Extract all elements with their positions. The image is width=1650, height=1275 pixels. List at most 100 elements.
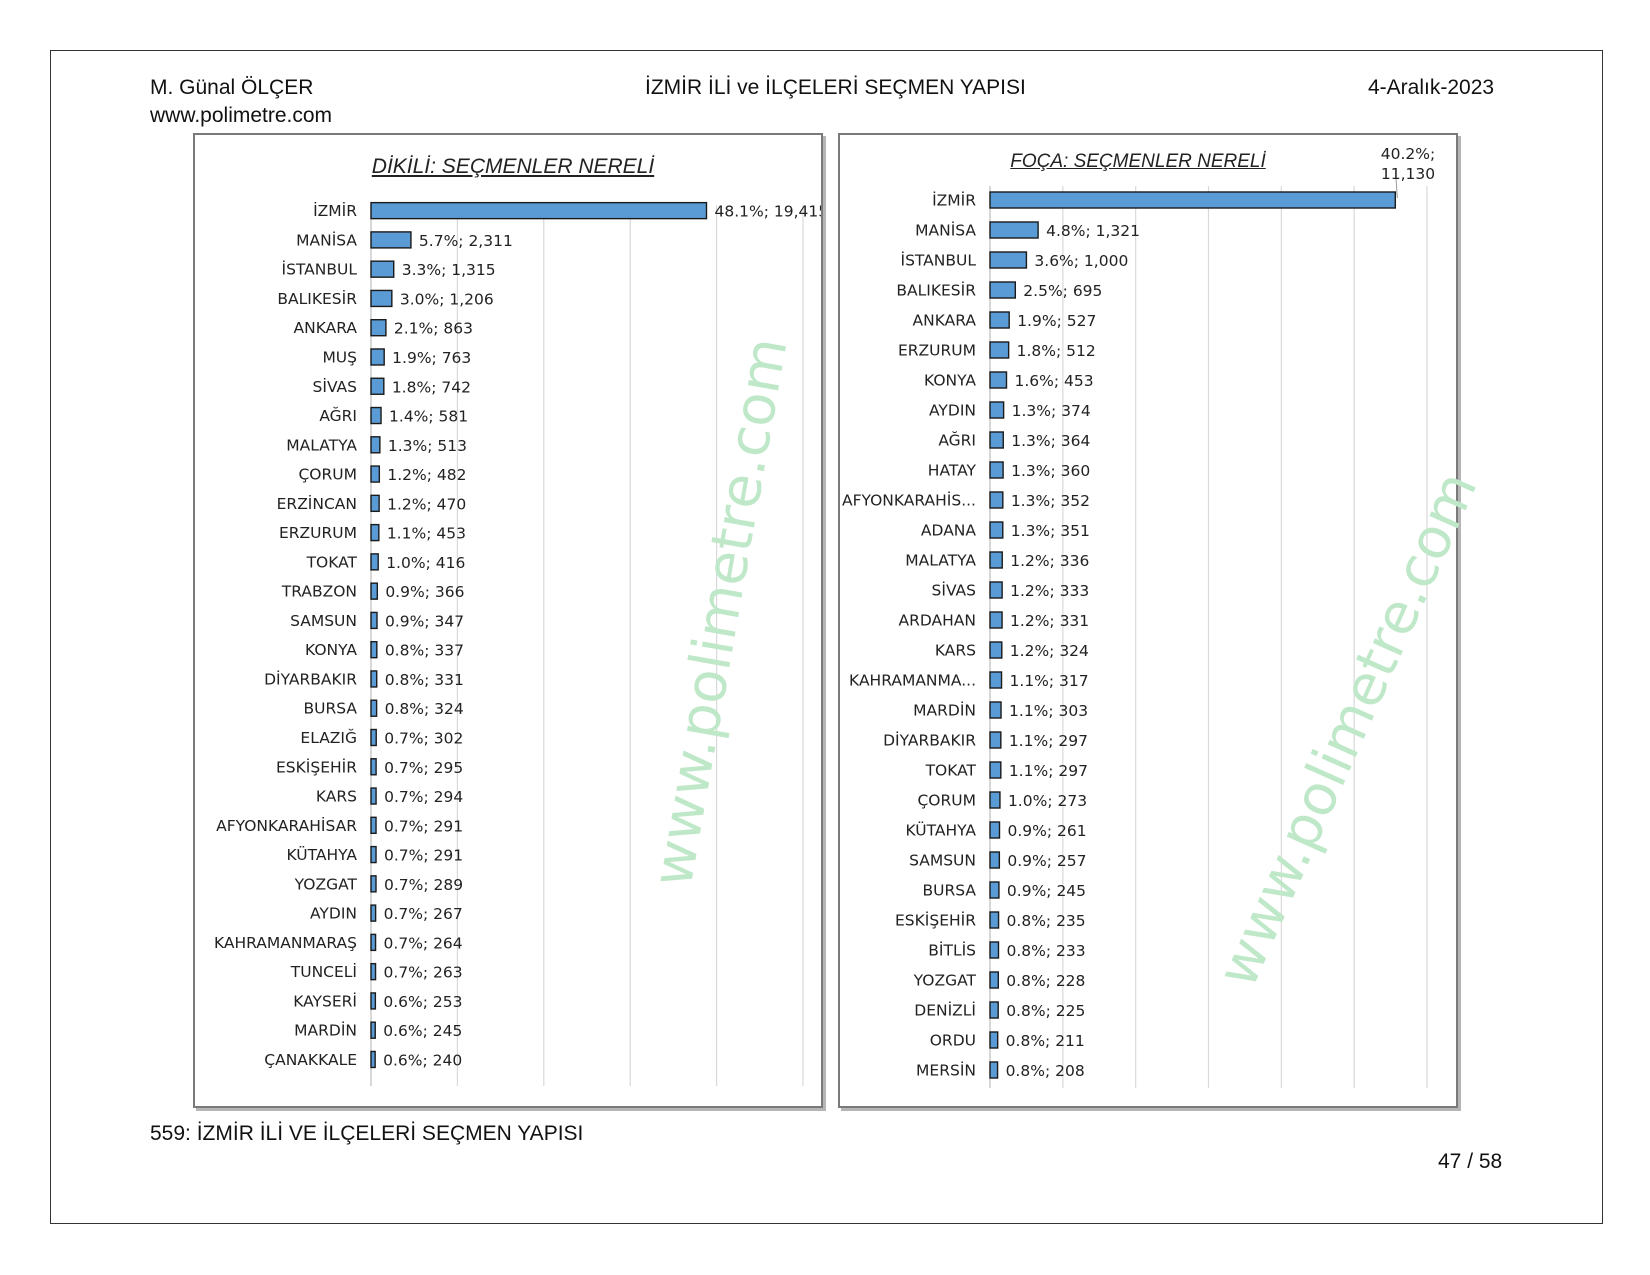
bar xyxy=(370,933,377,952)
category-label: MUŞ xyxy=(322,348,357,366)
data-label-leader xyxy=(1395,177,1398,199)
data-label: 1.9%; 527 xyxy=(1017,312,1096,330)
data-label: 1.0%; 416 xyxy=(386,554,465,572)
category-label: YOZGAT xyxy=(294,875,358,893)
category-label: İZMİR xyxy=(932,191,976,210)
bar xyxy=(370,699,378,717)
data-label: 1.1%; 317 xyxy=(1010,672,1089,690)
category-label: KÜTAHYA xyxy=(906,821,977,840)
data-label: 0.6%; 245 xyxy=(383,1022,462,1040)
data-label: 1.3%; 352 xyxy=(1011,492,1090,510)
category-label: MALATYA xyxy=(286,436,357,454)
foca-chart-title: FOÇA: SEÇMENLER NERELİ xyxy=(1010,151,1266,172)
data-label: 0.7%; 289 xyxy=(384,876,463,894)
category-label: ÇORUM xyxy=(917,792,976,810)
bar xyxy=(370,816,377,835)
data-label: 1.9%; 763 xyxy=(392,349,471,367)
bar xyxy=(989,1001,999,1019)
bar xyxy=(989,491,1004,509)
bar xyxy=(370,348,385,366)
report-date: 4-Aralık-2023 xyxy=(1368,76,1495,99)
category-label: MARDİN xyxy=(913,701,976,720)
category-label: ÇORUM xyxy=(298,466,357,484)
data-label: 0.8%; 337 xyxy=(385,642,464,660)
author-name: M. Günal ÖLÇER xyxy=(150,76,314,99)
category-label: İZMİR xyxy=(313,201,357,220)
bar xyxy=(989,881,1000,899)
bar xyxy=(370,904,377,922)
bar xyxy=(989,611,1003,629)
bar xyxy=(989,251,1028,269)
data-label: 0.9%; 347 xyxy=(385,612,464,630)
bar xyxy=(989,971,1000,989)
category-label: AFYONKARAHİS... xyxy=(842,491,976,510)
category-label: BALIKESİR xyxy=(896,281,976,300)
dikili-chart-title: DİKİLİ: SEÇMENLER NERELİ xyxy=(371,155,655,178)
data-label: 2.5%; 695 xyxy=(1023,282,1102,300)
bar xyxy=(989,281,1017,299)
data-label: 1.6%; 453 xyxy=(1014,372,1093,390)
foca-bar-chart: İZMİR 40.2%; 11,130 MANİSA 4.8%; 1,321 İSTANB… xyxy=(842,145,1435,1088)
data-label: 2.1%; 863 xyxy=(394,320,473,338)
category-label: AĞRI xyxy=(319,406,357,425)
data-label: 0.8%; 225 xyxy=(1006,1002,1085,1020)
bar xyxy=(370,758,377,776)
category-label: BURSA xyxy=(304,700,358,718)
category-label: BİTLİS xyxy=(928,941,976,960)
data-label: 3.6%; 1,000 xyxy=(1034,252,1128,270)
category-label: TOKAT xyxy=(925,762,977,780)
data-label: 0.7%; 295 xyxy=(384,759,463,777)
data-label: 1.2%; 470 xyxy=(387,495,466,513)
bar xyxy=(989,461,1004,479)
data-label: 0.8%; 324 xyxy=(385,700,464,718)
category-label: SİVAS xyxy=(313,377,357,396)
data-label: 5.7%; 2,311 xyxy=(419,232,513,250)
bar xyxy=(370,992,377,1010)
category-label: TRABZON xyxy=(281,583,357,601)
category-label: KÜTAHYA xyxy=(287,845,358,864)
category-label: KAYSERİ xyxy=(293,991,357,1010)
data-label: 0.7%; 267 xyxy=(384,905,463,923)
bar xyxy=(989,851,1001,869)
category-label: ORDU xyxy=(930,1032,976,1050)
bar xyxy=(989,221,1039,239)
data-label: 0.7%; 291 xyxy=(384,847,463,865)
category-label: KAHRAMANMARAŞ xyxy=(214,934,357,952)
category-label: ESKİŞEHİR xyxy=(895,911,976,930)
data-label: 0.6%; 240 xyxy=(383,1051,462,1069)
category-label: KARS xyxy=(316,788,357,806)
bar xyxy=(989,701,1002,719)
bar xyxy=(989,641,1003,659)
bar xyxy=(370,494,380,513)
bar xyxy=(370,377,385,395)
category-label: AĞRI xyxy=(938,431,976,450)
data-label: 0.7%; 264 xyxy=(384,934,463,952)
category-label: YOZGAT xyxy=(913,972,977,990)
category-label: AYDIN xyxy=(310,905,357,923)
category-label: SİVAS xyxy=(932,581,976,600)
data-label: 0.8%; 211 xyxy=(1006,1032,1085,1050)
bar xyxy=(370,875,377,893)
bar xyxy=(989,911,1000,929)
data-label: 3.3%; 1,315 xyxy=(402,261,496,279)
bar xyxy=(370,962,377,981)
category-label: KAHRAMANMA... xyxy=(849,672,976,690)
data-label: 1.2%; 336 xyxy=(1010,552,1089,570)
data-label: 0.6%; 253 xyxy=(383,993,462,1011)
data-label: 1.3%; 374 xyxy=(1012,402,1091,420)
bar xyxy=(989,821,1001,839)
data-label: 1.2%; 331 xyxy=(1010,612,1089,630)
category-label: ESKİŞEHİR xyxy=(276,757,357,776)
bar xyxy=(370,231,412,249)
data-label: 0.8%; 208 xyxy=(1006,1062,1085,1080)
website-link[interactable]: www.polimetre.com xyxy=(150,104,333,127)
category-label: ERZURUM xyxy=(898,342,976,360)
category-label: MANİSA xyxy=(915,221,976,240)
category-label: KONYA xyxy=(305,641,357,659)
bar xyxy=(370,640,378,659)
bar xyxy=(989,431,1004,449)
category-label: ANKARA xyxy=(294,319,358,337)
bar xyxy=(989,1061,999,1079)
data-label: 1.2%; 333 xyxy=(1010,582,1089,600)
data-label: 0.9%; 257 xyxy=(1007,852,1086,870)
